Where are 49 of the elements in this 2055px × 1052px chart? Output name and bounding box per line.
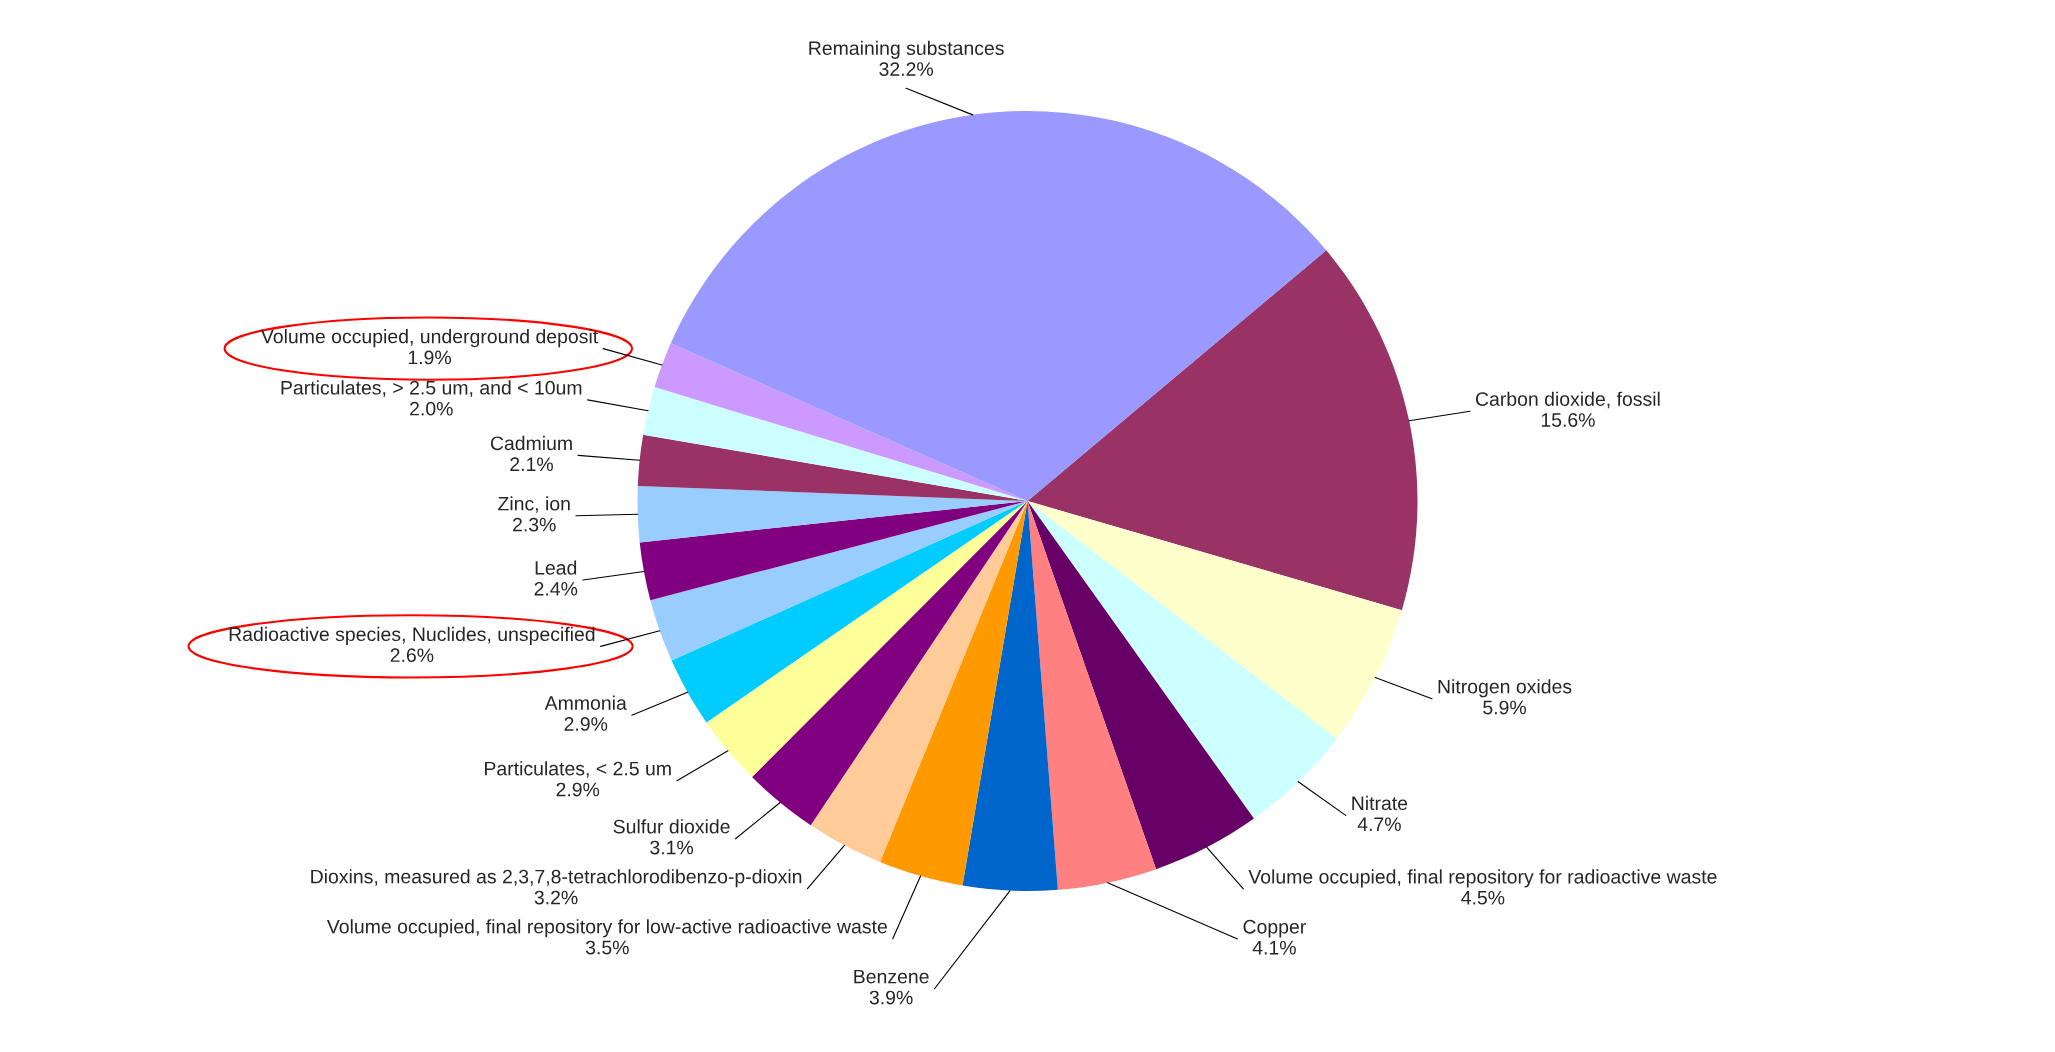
slice-label: Copper — [1243, 919, 1306, 938]
slice-label: Volume occupied, final repository for radioactive waste — [1248, 869, 1717, 888]
data-label: 2.1% — [510, 457, 553, 472]
pie-slice — [879, 501, 1028, 886]
data-label: 15.6% — [1541, 413, 1595, 427]
slice-label: Benzene — [854, 969, 929, 984]
data-label: 1.9% — [408, 350, 451, 365]
slice-label: Carbon dioxide, fossil — [1475, 391, 1660, 409]
pie-slice — [962, 501, 1058, 891]
data-label: 2.4% — [534, 581, 578, 596]
data-label: 3.9% — [869, 990, 913, 1005]
data-label: 4.7% — [1357, 817, 1401, 831]
data-label: 2.6% — [390, 648, 434, 663]
slice-label: Volume occupied, final repository for low-active radioactive waste — [326, 919, 887, 938]
pie-slice — [1027, 501, 1157, 890]
slice-label: Sulfur dioxide — [613, 819, 730, 834]
slice-label: Particulates, < 2.5 um — [485, 761, 671, 778]
slice-label: Cadmium — [490, 435, 572, 451]
data-label: 5.9% — [1483, 700, 1527, 715]
pie-slice — [810, 501, 1028, 863]
data-label: 3.2% — [534, 890, 578, 905]
pie-slice — [1027, 501, 1254, 870]
slice-label: Nitrate — [1352, 795, 1408, 811]
slice-label: Remaining substances — [809, 40, 1004, 59]
data-label: 4.5% — [1461, 890, 1505, 905]
pie-slice — [670, 111, 1327, 501]
data-label: 2.9% — [556, 782, 600, 797]
pie-slice — [643, 387, 1028, 501]
pie-slice — [1027, 501, 1402, 739]
slice-label: Volume occupied, underground deposit — [260, 329, 599, 348]
slice-label: Nitrogen oxides — [1438, 679, 1572, 698]
slice-label: Radioactive species, Nuclides, unspecified — [229, 626, 595, 645]
data-label: 2.0% — [410, 401, 453, 416]
data-label: 3.1% — [650, 840, 694, 855]
slice-label: Ammonia — [544, 695, 627, 710]
pie-slice — [1027, 501, 1337, 819]
pie-slice — [706, 501, 1028, 778]
pie-slice — [671, 501, 1028, 723]
slice-label: Lead — [535, 560, 577, 575]
data-label: 2.9% — [564, 717, 608, 731]
slice-label: Dioxins, measured as 2,3,7,8-tetrachlorodibenzo-p-dioxin — [311, 869, 802, 888]
slice-label: Zinc, ion — [498, 496, 570, 513]
pie-slice — [1027, 250, 1418, 611]
pie-slice — [637, 434, 1028, 501]
data-label: 3.5% — [585, 940, 629, 955]
slice-label: Particulates, > 2.5 um, and < 10um — [281, 380, 582, 397]
data-label: 2.3% — [513, 517, 556, 532]
data-label: 4.1% — [1252, 940, 1296, 955]
data-label: 32.2% — [879, 62, 934, 76]
